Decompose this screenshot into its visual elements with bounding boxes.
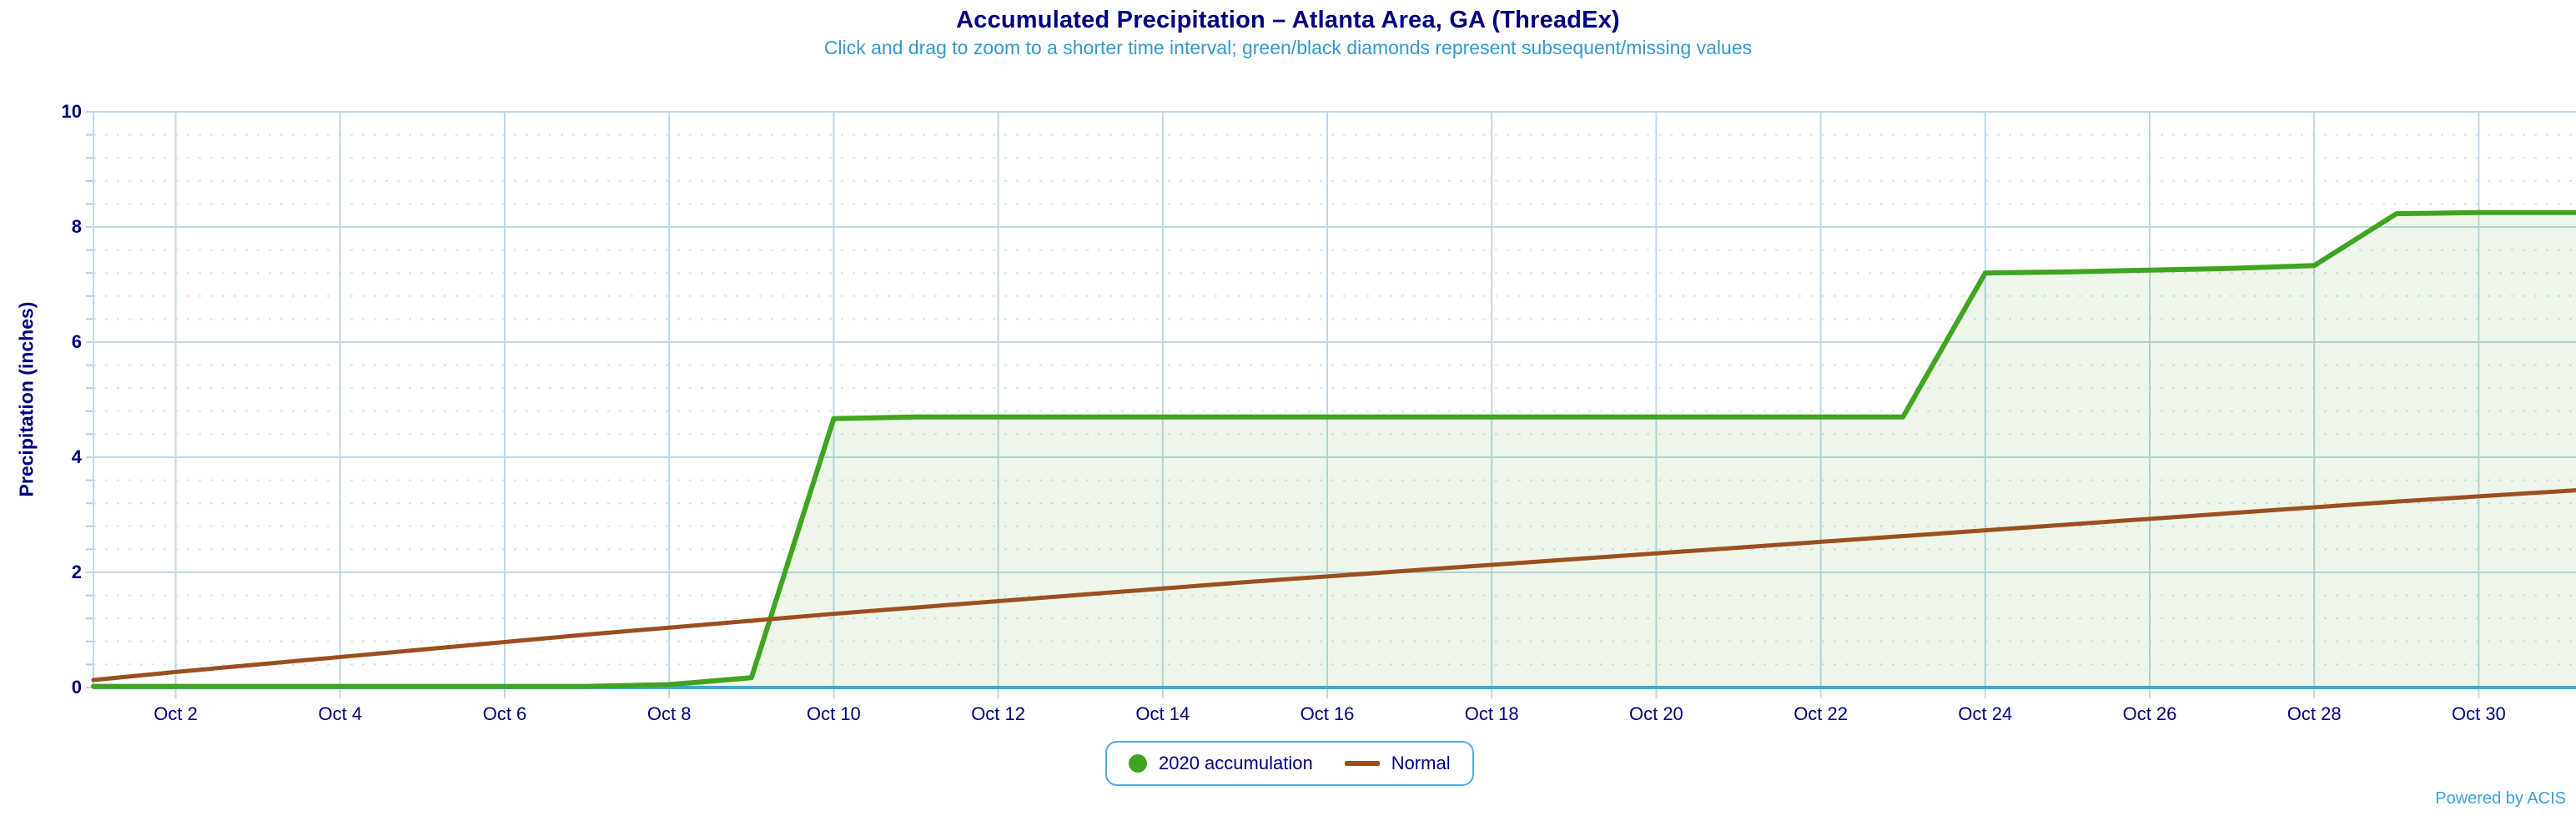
x-tick-label: Oct 24 [1958,703,2013,724]
powered-by-acis-link[interactable]: Powered by ACIS [2435,789,2566,808]
y-tick-label: 8 [71,216,82,237]
y-tick-label: 2 [71,562,82,582]
x-tick-label: Oct 12 [971,703,1025,724]
chart-subtitle: Click and drag to zoom to a shorter time… [823,37,1753,58]
legend-item-normal[interactable]: Normal [1344,753,1451,774]
green-circle-marker-icon [1129,754,1147,773]
x-tick-label: Oct 4 [318,703,363,724]
brown-line-marker-icon [1344,761,1380,766]
legend-item-2020-accumulation[interactable]: 2020 accumulation [1129,753,1313,774]
x-tick-label: Oct 16 [1300,703,1355,724]
chart-title: Accumulated Precipitation – Atlanta Area… [956,7,1620,33]
x-tick-label: Oct 26 [2122,703,2177,724]
x-tick-label: Oct 10 [806,703,861,724]
legend-label-2020-accumulation: 2020 accumulation [1159,753,1313,773]
x-tick-label: Oct 20 [1628,703,1683,724]
x-tick-label: Oct 6 [482,703,527,724]
x-tick-label: Oct 28 [2287,703,2342,724]
x-tick-label: Oct 30 [2451,703,2506,724]
x-tick-label: Oct 2 [153,703,198,724]
x-tick-label: Oct 22 [1794,703,1848,724]
y-tick-label: 4 [71,446,82,467]
y-tick-label: 6 [71,331,82,352]
x-tick-label: Oct 8 [647,703,692,724]
y-tick-label: 10 [61,101,82,122]
y-tick-label: 0 [71,677,82,698]
x-tick-label: Oct 14 [1135,703,1190,724]
legend: 2020 accumulation Normal [1105,741,1474,786]
x-tick-label: Oct 18 [1464,703,1519,724]
legend-label-normal: Normal [1391,753,1451,773]
